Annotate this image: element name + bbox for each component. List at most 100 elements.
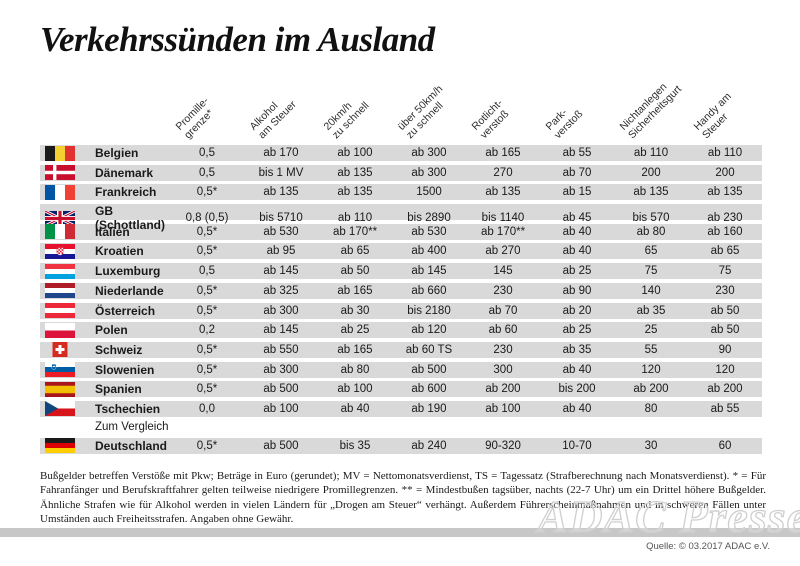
flag-at-icon xyxy=(40,303,95,318)
fine-value: 80 xyxy=(644,402,658,415)
fine-value: 230 xyxy=(493,343,513,356)
country-name: Polen xyxy=(95,323,128,338)
fine-value: ab 135 xyxy=(337,186,373,199)
country-name: GB (Schottland) xyxy=(95,204,165,233)
flag-nl-icon xyxy=(40,283,95,299)
fine-value: 300 xyxy=(493,363,513,376)
fine-value: ab 110 xyxy=(633,147,669,159)
footnote: Bußgelder betreffen Verstöße mit Pkw; Be… xyxy=(40,470,766,525)
fine-value: bis 1 MV xyxy=(258,166,304,179)
table-row: Deutschland 0,5* ab 500 bis 35 ab 240 90-320 1… xyxy=(40,437,762,454)
table-row: Österreich 0,5* ab 300 ab 30 bis 2180 ab 70 ab… xyxy=(40,302,762,319)
fine-value: ab 500 xyxy=(411,363,447,376)
fine-value: 145 xyxy=(493,265,513,278)
fine-value: 0,0 xyxy=(199,402,215,415)
country-name: Niederlande xyxy=(95,283,164,298)
fine-value: ab 300 xyxy=(411,147,447,159)
table-row: Schweiz 0,5* ab 550 ab 165 ab 60 TS 230 ab 35 5… xyxy=(40,341,762,358)
flag-ch-icon xyxy=(40,342,95,358)
source-credit: Quelle: © 03.2017 ADAC e.V. xyxy=(646,541,770,552)
fine-value: 90 xyxy=(718,343,732,356)
country-name: Dänemark xyxy=(95,165,154,180)
fine-value: 1500 xyxy=(416,186,442,199)
fine-value: ab 30 xyxy=(340,304,370,317)
fine-value: ab 160 xyxy=(707,225,743,238)
fine-value: ab 170** xyxy=(480,225,526,238)
comparison-row-container: Deutschland 0,5* ab 500 bis 35 ab 240 90-320 1… xyxy=(40,437,762,454)
fine-value: ab 530 xyxy=(263,225,299,238)
fine-value: 0,5* xyxy=(196,383,218,396)
fine-value: ab 530 xyxy=(411,225,447,238)
fine-value: 10-70 xyxy=(562,439,592,452)
fine-value: ab 70 xyxy=(562,166,592,179)
table-row: Belgien 0,5 ab 170 ab 100 ab 300 ab 165 ab 55 a… xyxy=(40,145,762,161)
fine-value: ab 110 xyxy=(707,147,743,159)
fine-value: 230 xyxy=(715,284,735,297)
fine-value: ab 190 xyxy=(411,402,447,415)
fine-value: bis 200 xyxy=(558,383,596,396)
fine-value: ab 165 xyxy=(337,284,373,297)
fine-value: ab 500 xyxy=(263,439,299,452)
fine-value: ab 660 xyxy=(411,284,447,297)
fine-value: ab 300 xyxy=(411,166,447,179)
fine-value: ab 95 xyxy=(266,245,296,258)
fine-value: ab 15 xyxy=(562,186,592,199)
table-row: Spanien 0,5* ab 500 ab 100 ab 600 ab 200 bis 2… xyxy=(40,381,762,398)
fine-value: ab 135 xyxy=(485,186,521,199)
flag-de-icon xyxy=(40,438,95,454)
fine-value: 55 xyxy=(644,343,658,356)
fine-value: ab 50 xyxy=(710,304,740,317)
fine-value: 0,5* xyxy=(196,245,218,258)
country-name: Spanien xyxy=(95,382,142,397)
fine-value: ab 120 xyxy=(411,324,447,337)
fine-value: ab 50 xyxy=(710,324,740,337)
column-header: Nichtanlegen Sicherheitsgurt xyxy=(617,81,685,142)
flag-be-icon xyxy=(40,145,95,161)
flag-fr-icon xyxy=(40,184,95,200)
fine-value: ab 145 xyxy=(263,324,299,337)
fine-value: 0,5* xyxy=(196,186,218,199)
table-row: Niederlande 0,5* ab 325 ab 165 ab 660 230 ab 9… xyxy=(40,282,762,299)
fine-value: ab 300 xyxy=(263,363,299,376)
fine-value: ab 35 xyxy=(562,343,592,356)
flag-pl-icon xyxy=(40,322,95,338)
flag-it-icon xyxy=(40,224,95,240)
table-row: Italien 0,5* ab 530 ab 170** ab 530 ab 170** a… xyxy=(40,223,762,240)
country-name: Frankreich xyxy=(95,185,157,200)
fine-value: 75 xyxy=(644,265,658,278)
flag-hr-icon xyxy=(40,243,95,259)
fine-value: ab 80 xyxy=(340,363,370,376)
fine-value: ab 25 xyxy=(562,324,592,337)
country-name: Italien xyxy=(95,224,130,239)
fine-value: 0,5* xyxy=(196,304,218,317)
fine-value: ab 170** xyxy=(332,225,378,238)
country-name: Belgien xyxy=(95,146,139,160)
fine-value: bis 35 xyxy=(339,439,371,452)
fine-value: ab 270 xyxy=(485,245,521,258)
fine-value: ab 100 xyxy=(263,402,299,415)
bottom-bar xyxy=(0,528,800,537)
fine-value: 60 xyxy=(718,439,732,452)
fine-value: bis 1140 xyxy=(481,212,525,225)
fine-value: 0,5 xyxy=(199,166,215,179)
flag-cz-icon xyxy=(40,401,95,417)
fine-value: 25 xyxy=(644,324,658,337)
column-header: Handy am Steuer xyxy=(691,90,734,142)
comparison-label: Zum Vergleich xyxy=(95,420,169,433)
fine-value: ab 40 xyxy=(562,402,592,415)
fine-value: 200 xyxy=(641,166,661,179)
country-name: Deutschland xyxy=(95,438,168,453)
fine-value: ab 300 xyxy=(263,304,299,317)
table-row: Frankreich 0,5* ab 135 ab 135 1500 ab 135 ab 1… xyxy=(40,184,762,201)
fine-value: 65 xyxy=(644,245,658,258)
table-header: Promille- grenze* Alkohol am Steuer 20km/h… xyxy=(40,81,762,145)
flag-es-icon xyxy=(40,381,95,397)
fine-value: bis 570 xyxy=(632,212,670,225)
fine-value: ab 65 xyxy=(340,245,370,258)
table-row: Kroatien 0,5* ab 95 ab 65 ab 400 ab 270 ab 40 6… xyxy=(40,243,762,260)
column-header: über 50km/h zu schnell xyxy=(395,83,446,142)
fine-value: ab 60 xyxy=(488,324,518,337)
fine-value: 270 xyxy=(493,166,513,179)
fine-value: ab 200 xyxy=(707,383,743,396)
fine-value: 200 xyxy=(715,166,735,179)
